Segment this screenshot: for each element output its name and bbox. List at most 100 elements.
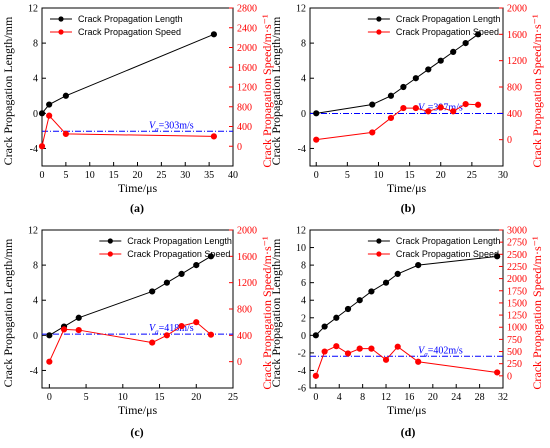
y-right-tick-label: 1250 [507, 311, 527, 322]
legend-swatch-marker [58, 16, 64, 22]
y-left-tick-label: -2 [298, 348, 306, 359]
y-right-tick-label: 1600 [507, 30, 527, 41]
velocity-equals: = [159, 323, 165, 334]
y-left-tick-label: 12 [28, 226, 38, 237]
speed-data-point [412, 104, 419, 112]
y-right-tick-label: 2000 [237, 43, 257, 54]
length-data-point [149, 288, 156, 295]
y-left-tick-label: 12 [296, 4, 306, 15]
legend-swatch-marker [107, 251, 113, 257]
speed-data-point [210, 133, 217, 140]
length-data-point [312, 332, 319, 339]
panel-caption: (a) [130, 201, 144, 215]
y-left-tick-label: 0 [301, 331, 306, 342]
speed-data-point [38, 143, 46, 150]
x-tick-label: 0 [47, 392, 52, 403]
y-left-tick-label: 8 [33, 39, 38, 50]
y-right-tick-label: 250 [507, 359, 522, 370]
y-left-tick-label: -4 [298, 144, 306, 155]
length-data-point [425, 66, 432, 73]
length-data-point [382, 279, 390, 286]
speed-data-point [494, 369, 501, 376]
y-right-tick-label: 1600 [237, 252, 257, 263]
speed-series-line [316, 103, 479, 141]
plot-frame [309, 229, 504, 389]
legend-swatch-marker [376, 16, 382, 22]
y-left-tick-label: 4 [301, 296, 306, 307]
speed-data-point [382, 356, 390, 363]
speed-data-point [193, 319, 200, 326]
length-data-point [207, 253, 215, 260]
speed-data-point [207, 331, 215, 338]
y-left-axis-label: Crack Propagation Length/mm [269, 16, 283, 165]
legend-label: Crack Propagation Speed [78, 27, 181, 37]
panel-a: 0 5 10 15 20 25 30 35 40 -4 0 4 8 12 0 400 800 1200 1600 20… [1, 4, 274, 216]
speed-data-point [415, 358, 422, 365]
velocity-subscript: a [155, 328, 159, 336]
velocity-value: 402m/s [433, 345, 463, 356]
velocity-value: 303m/s [164, 120, 194, 131]
length-data-point [368, 288, 375, 295]
speed-data-point [474, 101, 482, 108]
x-tick-label: 32 [498, 392, 508, 403]
length-data-point [193, 262, 200, 269]
legend-label: Crack Propagation Length [396, 14, 501, 24]
y-right-tick-label: 0 [237, 142, 242, 153]
speed-data-point [312, 372, 319, 379]
panel-c: 0 5 10 15 20 25 -4 0 4 8 12 0 400 800 1200 1600 2000 Time… [1, 226, 274, 440]
panel-caption: (c) [130, 425, 143, 439]
y-right-tick-label: 2000 [507, 274, 527, 285]
legend-swatch-marker [58, 29, 64, 35]
y-right-tick-label: 2800 [237, 4, 257, 15]
x-axis-label: Time/μs [118, 403, 158, 417]
y-left-tick-label: 6 [301, 278, 306, 289]
length-data-point [46, 332, 53, 339]
y-left-tick-label: 8 [301, 39, 306, 50]
x-tick-label: 15 [109, 170, 119, 181]
length-data-point [369, 101, 376, 108]
y-right-axis-label: Crack Propagation Speed/m·s⁻¹ [260, 236, 274, 390]
y-right-tick-label: 1600 [237, 63, 257, 74]
length-data-point [412, 75, 419, 82]
length-data-point [387, 92, 395, 99]
y-left-axis-label: Crack Propagation Length/mm [1, 238, 15, 387]
y-right-tick-label: 3000 [507, 226, 527, 237]
x-tick-label: 30 [180, 170, 190, 181]
speed-data-point [356, 345, 363, 352]
y-right-tick-label: 1200 [237, 83, 257, 94]
panel-caption: (d) [401, 425, 416, 439]
y-left-tick-label: -4 [298, 366, 306, 377]
y-right-tick-label: 750 [507, 335, 522, 346]
velocity-equals: = [428, 345, 434, 356]
length-data-point [450, 48, 457, 55]
y-left-tick-label: 8 [33, 261, 38, 272]
y-right-tick-label: 800 [507, 83, 522, 94]
x-tick-label: 4 [337, 392, 342, 403]
length-data-point [75, 314, 82, 321]
x-tick-label: 5 [345, 170, 350, 181]
speed-data-point [450, 108, 457, 115]
x-tick-label: 35 [204, 170, 214, 181]
legend-swatch-marker [107, 238, 113, 244]
length-data-point [462, 40, 469, 47]
velocity-equals: = [428, 103, 434, 114]
length-series-line [316, 33, 479, 114]
length-data-point [46, 101, 53, 108]
y-right-tick-label: 2750 [507, 238, 527, 249]
length-data-point [333, 314, 340, 321]
velocity-value: 397m/s [433, 103, 463, 114]
x-axis-label: Time/μs [118, 181, 158, 195]
speed-data-point [321, 348, 328, 355]
x-tick-label: 5 [63, 170, 68, 181]
speed-data-point [387, 114, 395, 122]
x-tick-label: 25 [156, 170, 166, 181]
length-data-point [400, 83, 407, 91]
speed-data-point [62, 130, 69, 138]
speed-data-point [368, 345, 375, 352]
length-data-point [321, 323, 328, 330]
y-right-tick-label: 2000 [237, 226, 257, 237]
speed-data-point [313, 136, 320, 143]
x-tick-label: 24 [451, 392, 461, 403]
y-left-tick-label: 4 [33, 296, 38, 307]
length-data-point [437, 57, 444, 64]
